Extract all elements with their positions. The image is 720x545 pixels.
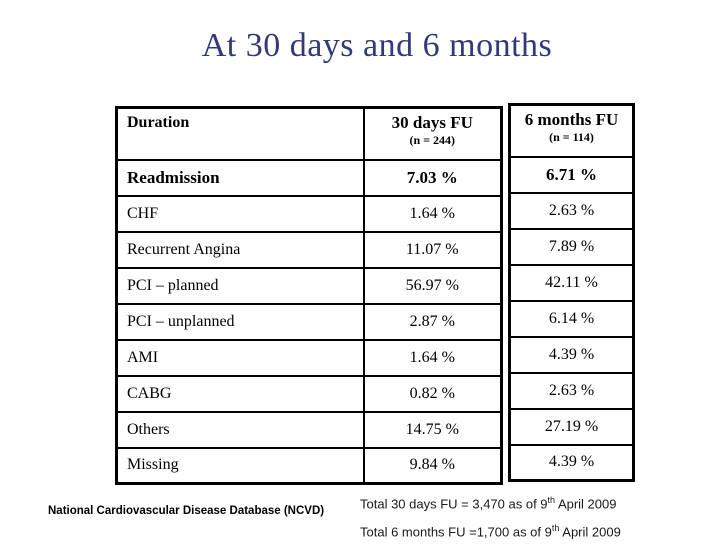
table-row: 2.63 % bbox=[508, 371, 635, 410]
fu6-header-title: 6 months FU bbox=[524, 110, 619, 129]
row-label: AMI bbox=[115, 338, 365, 377]
total-6months-line: Total 6 months FU =1,700 as of 9th April… bbox=[360, 516, 621, 544]
table-row: Recurrent Angina 11.07 % bbox=[115, 230, 503, 269]
ordinal-sup: th bbox=[547, 495, 556, 505]
fu6-value: 2.63 % bbox=[508, 371, 635, 410]
table-row: Others 14.75 % bbox=[115, 410, 503, 449]
total-6months-suffix: April 2009 bbox=[559, 524, 621, 540]
total-30days-line: Total 30 days FU = 3,470 as of 9th April… bbox=[360, 488, 621, 516]
row-label: Others bbox=[115, 410, 365, 449]
slide-title: At 30 days and 6 months bbox=[201, 27, 553, 64]
fu30-header-title: 30 days FU bbox=[391, 113, 473, 132]
fu30-value: 14.75 % bbox=[362, 410, 503, 449]
row-label: CHF bbox=[115, 194, 365, 233]
fu6-value: 7.89 % bbox=[508, 227, 635, 266]
fu30-header-n: (n = 244) bbox=[409, 133, 455, 147]
table-row: CHF 1.64 % bbox=[115, 194, 503, 233]
fu30-header-cell: 30 days FU (n = 244) bbox=[362, 106, 503, 161]
results-table-main: Duration 30 days FU (n = 244) Readmissio… bbox=[115, 106, 503, 485]
fu6-value: 27.19 % bbox=[508, 407, 635, 446]
row-label: CABG bbox=[115, 374, 365, 413]
table-row: 2.63 % bbox=[508, 191, 635, 230]
fu30-value: 11.07 % bbox=[362, 230, 503, 269]
fu6-value: 4.39 % bbox=[508, 443, 635, 482]
table-row: 42.11 % bbox=[508, 263, 635, 302]
table-row: 6.14 % bbox=[508, 299, 635, 338]
duration-header-cell: Duration bbox=[115, 106, 365, 161]
table-row: 6.71 % bbox=[508, 155, 635, 194]
row-label: Missing bbox=[115, 446, 365, 485]
table-row: CABG 0.82 % bbox=[115, 374, 503, 413]
table-header-row: Duration 30 days FU (n = 244) bbox=[115, 106, 503, 161]
fu30-value: 1.64 % bbox=[362, 194, 503, 233]
table-row: AMI 1.64 % bbox=[115, 338, 503, 377]
table-row: PCI – planned 56.97 % bbox=[115, 266, 503, 305]
fu6-value: 6.71 % bbox=[508, 155, 635, 194]
table-row: 7.89 % bbox=[508, 227, 635, 266]
fu30-value: 7.03 % bbox=[362, 158, 503, 197]
fu30-value: 56.97 % bbox=[362, 266, 503, 305]
fu6-header-cell: 6 months FU (n = 114) bbox=[508, 103, 635, 158]
table-row: Readmission 7.03 % bbox=[115, 158, 503, 197]
fu6-value: 4.39 % bbox=[508, 335, 635, 374]
fu6-header-n: (n = 114) bbox=[549, 130, 594, 144]
table-row: 27.19 % bbox=[508, 407, 635, 446]
fu30-value: 1.64 % bbox=[362, 338, 503, 377]
total-6months-text: Total 6 months FU =1,700 as of 9 bbox=[360, 524, 552, 540]
table-row: PCI – unplanned 2.87 % bbox=[115, 302, 503, 341]
totals-note: Total 30 days FU = 3,470 as of 9th April… bbox=[360, 488, 621, 545]
table-row: Missing 9.84 % bbox=[115, 446, 503, 485]
source-credit: National Cardiovascular Disease Database… bbox=[48, 505, 325, 517]
table-row: 4.39 % bbox=[508, 335, 635, 374]
fu30-value: 9.84 % bbox=[362, 446, 503, 485]
results-table-6months: 6 months FU (n = 114) 6.71 % 2.63 % 7.89… bbox=[508, 103, 635, 482]
row-label: PCI – planned bbox=[115, 266, 365, 305]
row-label: Recurrent Angina bbox=[115, 230, 365, 269]
fu30-value: 0.82 % bbox=[362, 374, 503, 413]
total-30days-text: Total 30 days FU = 3,470 as of 9 bbox=[360, 496, 548, 512]
total-30days-suffix: April 2009 bbox=[555, 496, 617, 512]
ordinal-sup: th bbox=[551, 523, 560, 534]
fu6-value: 6.14 % bbox=[508, 299, 635, 338]
row-label: PCI – unplanned bbox=[115, 302, 365, 341]
fu6-value: 42.11 % bbox=[508, 263, 635, 302]
table-header-row: 6 months FU (n = 114) bbox=[508, 103, 635, 158]
row-label: Readmission bbox=[115, 158, 365, 197]
table-row: 4.39 % bbox=[508, 443, 635, 482]
fu30-value: 2.87 % bbox=[362, 302, 503, 341]
fu6-value: 2.63 % bbox=[508, 191, 635, 230]
